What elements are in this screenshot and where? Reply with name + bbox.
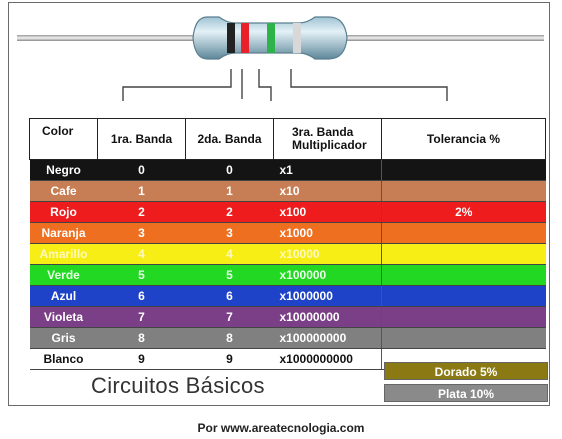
resistor-band-4 bbox=[293, 23, 301, 53]
multiplier-cell: x10000 bbox=[273, 243, 382, 265]
multiplier-cell: x100 bbox=[273, 201, 382, 223]
multiplier-cell: x1000 bbox=[273, 222, 382, 244]
tolerance-cell bbox=[381, 159, 546, 181]
tolerance-cell bbox=[381, 222, 546, 244]
diagram-frame: Color 1ra. Banda 2da. Banda 3ra. Banda M… bbox=[8, 2, 550, 406]
credit-text: Por www.areatecnologia.com bbox=[197, 421, 365, 435]
band-2-value-cell: 5 bbox=[185, 264, 274, 286]
band-3-pointer bbox=[258, 69, 272, 101]
band-2-value-cell: 6 bbox=[185, 285, 274, 307]
color-name-cell: Gris bbox=[29, 327, 98, 349]
band-1-value-cell: 8 bbox=[97, 327, 186, 349]
band-2-value-cell: 0 bbox=[185, 159, 274, 181]
color-name-cell: Negro bbox=[29, 159, 98, 181]
color-row-amarillo: Amarillo 4 4 x10000 bbox=[29, 243, 546, 265]
band-1-value-cell: 7 bbox=[97, 306, 186, 328]
header-band-3-title: 3ra. Banda bbox=[292, 125, 354, 139]
header-band-3: 3ra. Banda Multiplicador bbox=[273, 118, 382, 160]
band-1-value-cell: 4 bbox=[97, 243, 186, 265]
multiplier-cell: x1000000000 bbox=[273, 348, 382, 370]
multiplier-cell: x10000000 bbox=[273, 306, 382, 328]
resistor-lead-right bbox=[344, 35, 544, 41]
resistor-band-3 bbox=[267, 23, 275, 53]
circuitos-basicos-title: Circuitos Básicos bbox=[91, 373, 265, 398]
color-row-gris: Gris 8 8 x100000000 bbox=[29, 327, 546, 349]
band-2-value-cell: 4 bbox=[185, 243, 274, 265]
color-code-table: Color 1ra. Banda 2da. Banda 3ra. Banda M… bbox=[29, 118, 546, 370]
color-name-cell: Cafe bbox=[29, 180, 98, 202]
band-1-value-cell: 6 bbox=[97, 285, 186, 307]
color-name-cell: Violeta bbox=[29, 306, 98, 328]
tolerance-plata-badge: Plata 10% bbox=[384, 384, 548, 402]
tolerance-cell bbox=[381, 264, 546, 286]
color-name-cell: Rojo bbox=[29, 201, 98, 223]
header-band-1: 1ra. Banda bbox=[97, 118, 186, 160]
tolerance-cell: 2% bbox=[381, 201, 546, 223]
tolerance-cell bbox=[381, 243, 546, 265]
tolerance-dorado-badge: Dorado 5% bbox=[384, 362, 548, 380]
band-2-value-cell: 2 bbox=[185, 201, 274, 223]
color-name-cell: Azul bbox=[29, 285, 98, 307]
header-band-3-subtitle: Multiplicador bbox=[292, 138, 367, 152]
tolerance-cell bbox=[381, 285, 546, 307]
band-1-value-cell: 9 bbox=[97, 348, 186, 370]
band-1-value-cell: 3 bbox=[97, 222, 186, 244]
multiplier-cell: x1 bbox=[273, 159, 382, 181]
multiplier-cell: x100000000 bbox=[273, 327, 382, 349]
multiplier-cell: x10 bbox=[273, 180, 382, 202]
resistor-lead-left bbox=[17, 35, 197, 41]
band-1-value-cell: 0 bbox=[97, 159, 186, 181]
color-row-negro: Negro 0 0 x1 bbox=[29, 159, 546, 181]
table-header-row: Color 1ra. Banda 2da. Banda 3ra. Banda M… bbox=[29, 118, 546, 160]
header-tolerance: Tolerancia % bbox=[381, 118, 546, 160]
color-name-cell: Verde bbox=[29, 264, 98, 286]
header-color: Color bbox=[29, 118, 98, 160]
band-2-value-cell: 1 bbox=[185, 180, 274, 202]
band-1-pointer bbox=[122, 69, 232, 101]
color-name-cell: Blanco bbox=[29, 348, 98, 370]
band-1-value-cell: 1 bbox=[97, 180, 186, 202]
color-name-cell: Naranja bbox=[29, 222, 98, 244]
tolerance-cell bbox=[381, 327, 546, 349]
color-name-cell: Amarillo bbox=[29, 243, 98, 265]
color-row-rojo: Rojo 2 2 x100 2% bbox=[29, 201, 546, 223]
band-2-value-cell: 3 bbox=[185, 222, 274, 244]
multiplier-cell: x1000000 bbox=[273, 285, 382, 307]
color-row-naranja: Naranja 3 3 x1000 bbox=[29, 222, 546, 244]
multiplier-cell: x100000 bbox=[273, 264, 382, 286]
color-row-azul: Azul 6 6 x1000000 bbox=[29, 285, 546, 307]
color-row-violeta: Violeta 7 7 x10000000 bbox=[29, 306, 546, 328]
resistor-band-2 bbox=[241, 23, 249, 53]
header-band-2: 2da. Banda bbox=[185, 118, 274, 160]
resistor-band-1 bbox=[227, 23, 235, 53]
band-1-value-cell: 5 bbox=[97, 264, 186, 286]
band-2-value-cell: 7 bbox=[185, 306, 274, 328]
tolerance-cell bbox=[381, 306, 546, 328]
color-row-verde: Verde 5 5 x100000 bbox=[29, 264, 546, 286]
band-2-value-cell: 9 bbox=[185, 348, 274, 370]
resistor-graphic bbox=[17, 16, 544, 101]
band-1-value-cell: 2 bbox=[97, 201, 186, 223]
tolerance-pointer bbox=[290, 69, 448, 101]
tolerance-cell bbox=[381, 180, 546, 202]
color-row-cafe: Cafe 1 1 x10 bbox=[29, 180, 546, 202]
band-2-value-cell: 8 bbox=[185, 327, 274, 349]
